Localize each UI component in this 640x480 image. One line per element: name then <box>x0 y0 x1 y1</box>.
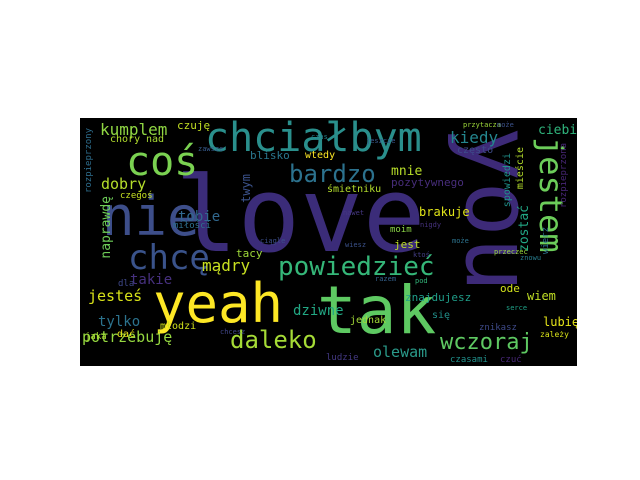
word-powiedziec: powiedzieć <box>278 252 435 282</box>
word-brakuje: brakuje <box>419 205 470 219</box>
word-ode: ode <box>500 282 520 295</box>
word-rozpieprzony: rozpieprzony <box>84 128 94 194</box>
word-spowiedzi: spowiedzi <box>502 153 513 208</box>
word-dla: dla <box>118 279 135 289</box>
word-wierz: wierz <box>541 227 551 255</box>
word-pozytywnego: pozytywnego <box>391 176 464 189</box>
word-mnie: mnie <box>391 164 423 179</box>
word-cloud: love you tak yeah nie chciałbym coś jest… <box>80 118 577 366</box>
word-bardzo: bardzo <box>289 160 376 188</box>
word-czas: czas <box>311 133 328 141</box>
word-pod: pod <box>415 277 428 285</box>
word-dobry: dobry <box>101 175 147 193</box>
word-blisko: blisko <box>250 149 290 162</box>
word-moze-2: może <box>452 237 469 245</box>
word-ciagle: ciągle <box>260 237 286 245</box>
word-mlodzi: młodzi <box>160 321 197 332</box>
word-dac: dać <box>117 329 136 340</box>
word-dziwne: dziwne <box>293 303 344 319</box>
word-przeczec: przeczeć <box>494 248 528 256</box>
word-czuje: czuję <box>177 119 211 132</box>
word-smietniku: śmietniku <box>327 184 382 195</box>
word-znowu: znowu <box>520 254 542 262</box>
word-tak: tak <box>317 272 437 349</box>
word-jaka: jaka <box>85 332 107 342</box>
word-zostac: zostać <box>517 205 532 252</box>
word-jestes: jesteś <box>88 287 143 305</box>
word-tobie: tobie <box>178 209 221 225</box>
word-serce: serce <box>506 304 528 312</box>
word-miescie: mieście <box>515 147 526 190</box>
word-daleko: daleko <box>230 326 317 354</box>
word-nie: nie <box>102 185 200 248</box>
word-tacy: tacy <box>236 247 263 260</box>
word-takie: takie <box>130 272 173 288</box>
word-madry: mądry <box>202 256 251 275</box>
word-wczoraj: wczoraj <box>440 330 533 355</box>
word-znikasz: znikasz <box>479 323 517 333</box>
word-moim: moim <box>390 225 412 235</box>
word-czasami: czasami <box>450 355 488 365</box>
word-czuc: czuć <box>500 355 522 365</box>
word-potrzebuje: potrzebuję <box>82 328 173 346</box>
word-czesto: często <box>457 145 494 156</box>
word-twym: twym <box>239 174 253 203</box>
word-yeah: yeah <box>153 272 284 335</box>
word-rozpieprzona: rozpieprzona <box>559 143 569 209</box>
word-kumplem: kumplem <box>100 120 168 139</box>
word-wiem: wiem <box>527 289 556 303</box>
word-znajdujesz: znajdujesz <box>405 291 472 304</box>
word-ludzie: ludzie <box>326 353 359 363</box>
word-naprawde: naprawdę <box>99 196 114 259</box>
word-chcialbym: chciałbym <box>205 118 422 161</box>
word-zalezy: zależy <box>540 330 569 339</box>
word-lubie: lubię <box>543 315 577 329</box>
word-love: love <box>175 154 426 276</box>
word-chory: chory <box>110 134 141 145</box>
word-jest: jest <box>394 238 421 251</box>
word-razem: razem <box>375 275 397 283</box>
word-wtedy: wtedy <box>305 150 336 161</box>
word-tylko: tylko <box>98 314 141 330</box>
word-chcesz: chcesz <box>220 328 246 336</box>
word-ciebie: ciebie <box>538 123 577 138</box>
word-kiedy: kiedy <box>450 128 499 147</box>
word-sie: się <box>432 310 451 321</box>
word-zawsze: zawsze <box>198 145 224 153</box>
word-wiesz: wiesz <box>345 241 367 249</box>
word-moze: może <box>497 121 514 129</box>
word-cos: coś <box>126 139 199 185</box>
word-nigdy: nigdy <box>420 221 442 229</box>
word-przytacza: przytacza <box>463 121 501 129</box>
word-chce: chcę <box>128 238 210 278</box>
word-ktos: ktoś <box>413 251 430 259</box>
word-olewam: olewam <box>373 343 428 361</box>
word-milosci: miłości <box>173 221 211 231</box>
word-czegos: czegoś <box>120 191 153 201</box>
word-jeszcze: jeszcze <box>366 137 396 145</box>
word-jednak: jednak <box>350 315 387 326</box>
word-nawet: nawet <box>343 209 365 217</box>
word-nad: nad <box>146 134 165 145</box>
